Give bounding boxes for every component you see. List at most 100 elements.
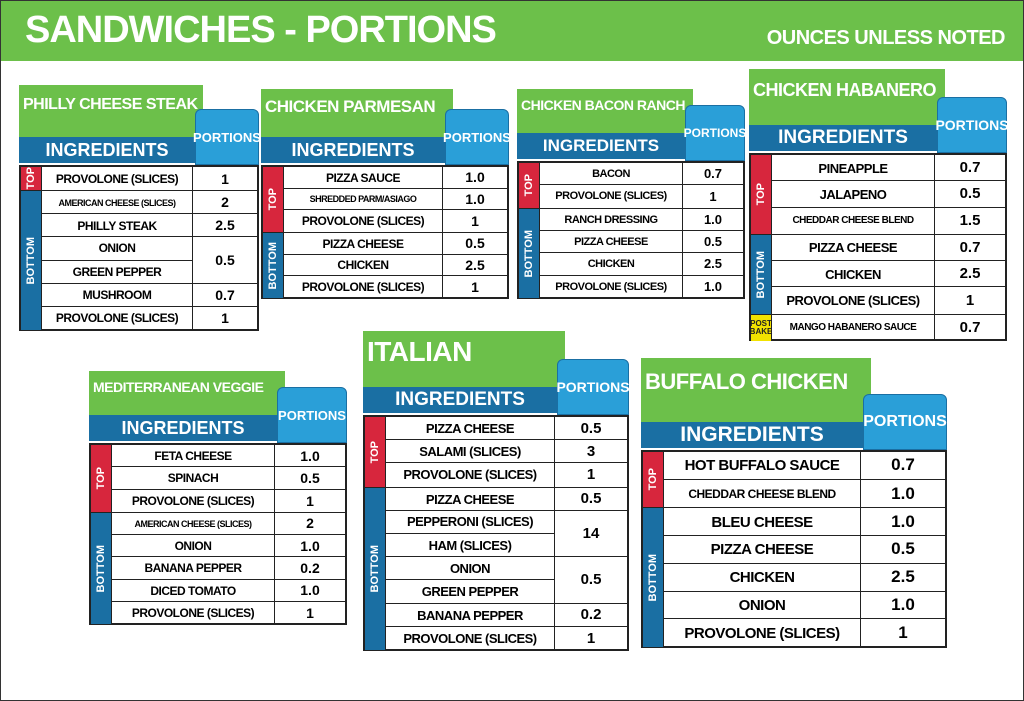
section-label: BOTTOM bbox=[369, 545, 381, 593]
portion-value: 0.5 bbox=[554, 487, 627, 510]
ingredient-name: BANANA PEPPER bbox=[144, 561, 242, 576]
ingredient-name: BACON bbox=[592, 168, 630, 181]
portion-value: 0.5 bbox=[554, 557, 627, 603]
ingredient-row: DICED TOMATO 1.0 bbox=[111, 579, 345, 602]
card-title: ITALIAN bbox=[363, 331, 565, 387]
card: CHICKEN PARMESAN INGREDIENTS PORTIONS TOP PI… bbox=[261, 89, 511, 299]
names: RANCH DRESSING bbox=[539, 208, 682, 230]
portion-value: 0.5 bbox=[274, 467, 345, 489]
portion-value: 1.0 bbox=[860, 508, 945, 536]
ingredient-name: GREEN PEPPER bbox=[421, 584, 519, 600]
rows: PROVOLONE (SLICES) 1 bbox=[41, 167, 257, 191]
section-label: TOP bbox=[523, 174, 535, 197]
portions-label: PORTIONS bbox=[556, 359, 630, 415]
names: DICED TOMATO bbox=[111, 579, 274, 601]
portion-value: 2 bbox=[192, 191, 257, 214]
ingredients-label: INGREDIENTS bbox=[19, 137, 195, 163]
portion-value: 1.0 bbox=[682, 208, 743, 230]
rows: PIZZA CHEESE 0.7 CHICKEN 2.5 PROVOLONE (SLIC… bbox=[771, 234, 1005, 314]
section: TOP BACON 0.7 PROVOLONE (SLICES) 1 bbox=[519, 163, 743, 209]
ingredient-name: ONION bbox=[42, 237, 192, 261]
ingredient-name: PIZZA CHEESE bbox=[425, 421, 515, 437]
ingredient-row: SHREDDED PARM/ASIAGO 1.0 bbox=[283, 188, 507, 211]
ingredient-name: BLEU CHEESE bbox=[711, 513, 813, 531]
portion-value: 0.2 bbox=[554, 603, 627, 626]
section-label-cell: TOP bbox=[21, 167, 41, 191]
header: SANDWICHES - PORTIONS OUNCES UNLESS NOTE… bbox=[1, 1, 1023, 61]
section-label-cell: BOTTOM bbox=[91, 512, 111, 624]
names: PHILLY STEAK bbox=[41, 214, 192, 237]
portion-value: 1.0 bbox=[274, 579, 345, 601]
names: PIZZA CHEESE bbox=[385, 417, 554, 440]
ingredient-name: PROVOLONE (SLICES) bbox=[131, 493, 255, 508]
portion-value: 1 bbox=[274, 489, 345, 512]
portions-label: PORTIONS bbox=[863, 394, 947, 450]
ingredient-name: PROVOLONE (SLICES) bbox=[555, 280, 667, 293]
rows: BACON 0.7 PROVOLONE (SLICES) 1 bbox=[539, 163, 743, 208]
ingredient-name: PROVOLONE (SLICES) bbox=[301, 280, 425, 295]
rows: PIZZA CHEESE 0.5 PEPPERONI (SLICES) HAM (SL… bbox=[385, 487, 627, 650]
portion-value: 2.5 bbox=[192, 214, 257, 237]
ingredient-name: BANANA PEPPER bbox=[417, 607, 523, 623]
ingredient-row: PROVOLONE (SLICES) 1 bbox=[41, 167, 257, 191]
names: PROVOLONE (SLICES) bbox=[539, 275, 682, 298]
ingredient-row: BACON 0.7 bbox=[539, 163, 743, 186]
names: ONION bbox=[111, 535, 274, 557]
ingredient-name: ONION bbox=[174, 539, 212, 554]
ingredient-row: CHEDDAR CHEESE BLEND 1.0 bbox=[663, 479, 945, 508]
ingredient-row: CHICKEN 2.5 bbox=[283, 254, 507, 277]
names: MUSHROOM bbox=[41, 283, 192, 306]
portion-value: 1 bbox=[554, 626, 627, 650]
header-title: SANDWICHES - PORTIONS bbox=[25, 9, 497, 51]
names: BACON bbox=[539, 163, 682, 185]
ingredient-row: PIZZA CHEESE 0.5 bbox=[663, 536, 945, 564]
ingredient-name: PIZZA CHEESE bbox=[808, 240, 898, 256]
ingredient-name: CHICKEN bbox=[825, 266, 881, 282]
ingredient-row: PROVOLONE (SLICES) 1 bbox=[111, 601, 345, 624]
portion-value: 1.0 bbox=[682, 275, 743, 298]
ingredient-row: ONION 1.0 bbox=[663, 591, 945, 620]
portions-label: PORTIONS bbox=[935, 97, 1009, 153]
portion-value: 2.5 bbox=[682, 253, 743, 275]
names: BLEU CHEESE bbox=[663, 508, 860, 536]
ingredient-name: MUSHROOM bbox=[82, 288, 152, 303]
ingredient-name: PINEAPPLE bbox=[818, 160, 888, 176]
names: CHICKEN bbox=[539, 253, 682, 275]
section-label: TOP bbox=[369, 440, 381, 463]
ingredient-row: ONION 1.0 bbox=[111, 535, 345, 558]
portion-value: 0.5 bbox=[682, 230, 743, 253]
card: PHILLY CHEESE STEAK INGREDIENTS PORTIONS TO… bbox=[19, 85, 261, 331]
ingredient-row: PINEAPPLE 0.7 bbox=[771, 155, 1005, 182]
names: PIZZA CHEESE bbox=[539, 230, 682, 253]
section-label-cell: BOTTOM bbox=[21, 191, 41, 330]
ingredient-row: FETA CHEESE 1.0 bbox=[111, 445, 345, 468]
ingredient-name: PROVOLONE (SLICES) bbox=[131, 605, 255, 620]
card-title: PHILLY CHEESE STEAK bbox=[19, 85, 203, 137]
section-label-cell: TOP bbox=[263, 167, 283, 232]
section-label-cell: TOP bbox=[643, 452, 663, 508]
ingredient-table: TOP HOT BUFFALO SAUCE 0.7 CHEDDAR CHEESE BL… bbox=[641, 450, 947, 648]
portion-value: 1 bbox=[192, 167, 257, 191]
section-label: TOP bbox=[647, 468, 659, 491]
ingredient-name: AMERICAN CHEESE (SLICES) bbox=[134, 518, 252, 529]
section-label: BOTTOM bbox=[25, 236, 37, 285]
card-title: CHICKEN BACON RANCH bbox=[517, 89, 693, 133]
names: PIZZA CHEESE bbox=[771, 234, 934, 261]
portion-value: 1 bbox=[274, 601, 345, 624]
ingredient-name: CHICKEN bbox=[337, 258, 389, 273]
names: FETA CHEESE bbox=[111, 445, 274, 467]
ingredient-row: PIZZA CHEESE 0.7 bbox=[771, 234, 1005, 262]
section-label-cell: BOTTOM bbox=[263, 232, 283, 298]
names: PROVOLONE (SLICES) bbox=[41, 167, 192, 191]
portions-label: PORTIONS bbox=[684, 105, 746, 161]
section-label: TOP bbox=[267, 188, 279, 211]
names: PROVOLONE (SLICES) bbox=[663, 619, 860, 647]
ingredient-name: FETA CHEESE bbox=[154, 449, 232, 464]
portion-value: 1.0 bbox=[442, 188, 507, 210]
ingredient-name: JALAPENO bbox=[819, 186, 887, 202]
ingredient-name: HAM (SLICES) bbox=[428, 538, 512, 554]
names: MANGO HABANERO SAUCE bbox=[771, 314, 934, 341]
section: BOTTOM PIZZA CHEESE 0.7 CHICKEN 2.5 PROVOLONE… bbox=[751, 234, 1005, 315]
names: CHEDDAR CHEESE BLEND bbox=[771, 207, 934, 234]
names: PROVOLONE (SLICES) bbox=[539, 185, 682, 208]
